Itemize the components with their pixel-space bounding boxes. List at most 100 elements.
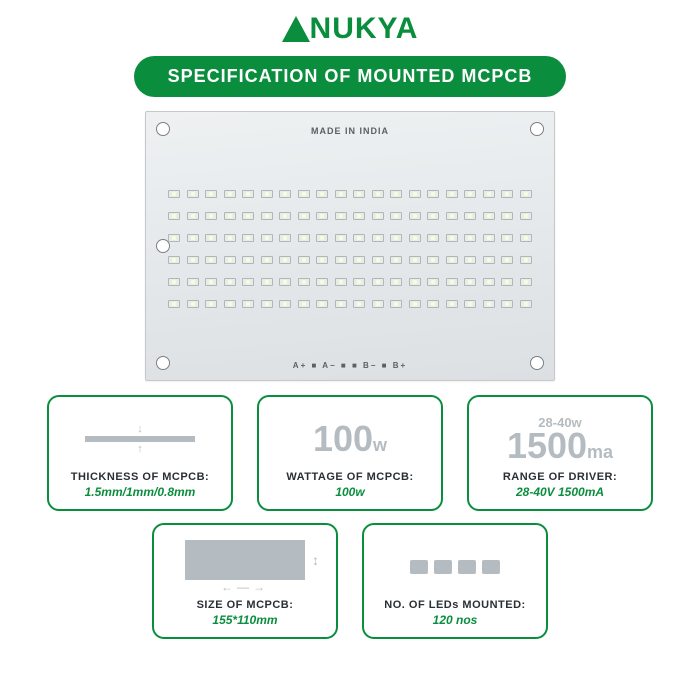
led-icon — [279, 212, 291, 220]
pcb-terminal-label: A+ ■ A− ■ ■ B− ■ B+ — [168, 361, 532, 370]
led-icon — [298, 234, 310, 242]
led-grid — [168, 186, 532, 312]
led-icon — [409, 278, 421, 286]
pcb-origin-label: MADE IN INDIA — [168, 126, 532, 136]
logo-mark-icon — [282, 16, 310, 42]
spec-led-count: NO. OF LEDs MOUNTED: 120 nos — [362, 523, 548, 639]
spec-wattage: 100w WATTAGE OF MCPCB: 100w — [257, 395, 443, 511]
led-icon — [187, 300, 199, 308]
spec-label: SIZE OF MCPCB: — [197, 599, 294, 611]
led-icon — [464, 234, 476, 242]
led-icon — [187, 278, 199, 286]
led-icon — [390, 212, 402, 220]
led-icon — [446, 212, 458, 220]
spec-grid: ↓ ↑ THICKNESS OF MCPCB: 1.5mm/1mm/0.8mm … — [20, 395, 680, 639]
mount-hole-icon — [156, 122, 170, 136]
spec-label: THICKNESS OF MCPCB: — [71, 471, 209, 483]
led-icon — [409, 212, 421, 220]
led-icon — [427, 190, 439, 198]
led-icon — [464, 256, 476, 264]
led-icon — [335, 300, 347, 308]
spec-value: 120 nos — [384, 613, 525, 627]
led-icon — [279, 256, 291, 264]
led-icon — [168, 300, 180, 308]
thickness-icon: ↓ ↑ — [85, 407, 195, 471]
led-icon — [390, 256, 402, 264]
led-icon — [335, 212, 347, 220]
led-icon — [427, 234, 439, 242]
led-row — [168, 212, 532, 220]
led-icon — [224, 300, 236, 308]
led-icon — [224, 234, 236, 242]
led-icon — [224, 256, 236, 264]
driver-icon: 28-40w 1500ma — [507, 407, 613, 471]
led-icon — [316, 278, 328, 286]
led-row — [168, 300, 532, 308]
spec-label: NO. OF LEDs MOUNTED: — [384, 599, 525, 611]
led-icon — [261, 300, 273, 308]
led-icon — [316, 212, 328, 220]
led-icon — [335, 256, 347, 264]
led-icon — [224, 278, 236, 286]
led-icon — [353, 256, 365, 264]
led-icon — [316, 256, 328, 264]
led-icon — [335, 234, 347, 242]
led-icon — [205, 212, 217, 220]
led-icon — [390, 278, 402, 286]
led-icon — [298, 278, 310, 286]
led-icon — [298, 212, 310, 220]
led-icon — [168, 190, 180, 198]
led-icon — [464, 212, 476, 220]
led-icon — [390, 190, 402, 198]
led-icon — [520, 278, 532, 286]
led-icon — [205, 278, 217, 286]
spec-label: RANGE OF DRIVER: — [503, 471, 617, 483]
led-icon — [279, 300, 291, 308]
driver-number: 1500 — [507, 425, 587, 466]
spec-driver-range: 28-40w 1500ma RANGE OF DRIVER: 28-40V 15… — [467, 395, 653, 511]
led-icon — [501, 278, 513, 286]
led-icon — [205, 234, 217, 242]
led-count-icon — [410, 535, 500, 599]
led-icon — [335, 278, 347, 286]
led-icon — [168, 234, 180, 242]
led-icon — [483, 278, 495, 286]
led-icon — [520, 234, 532, 242]
led-row — [168, 278, 532, 286]
led-icon — [446, 234, 458, 242]
led-icon — [205, 190, 217, 198]
mount-hole-icon — [156, 356, 170, 370]
led-icon — [446, 278, 458, 286]
led-icon — [242, 190, 254, 198]
led-row — [168, 234, 532, 242]
led-icon — [390, 234, 402, 242]
led-icon — [483, 234, 495, 242]
led-icon — [501, 212, 513, 220]
led-icon — [372, 300, 384, 308]
led-icon — [372, 256, 384, 264]
led-icon — [390, 300, 402, 308]
led-icon — [316, 234, 328, 242]
led-icon — [224, 212, 236, 220]
led-icon — [464, 278, 476, 286]
led-row — [168, 256, 532, 264]
wattage-unit: w — [373, 435, 387, 455]
led-icon — [261, 234, 273, 242]
led-icon — [261, 278, 273, 286]
size-icon: ←—→ — [185, 535, 305, 599]
led-icon — [483, 256, 495, 264]
led-icon — [242, 234, 254, 242]
led-icon — [464, 190, 476, 198]
led-icon — [168, 212, 180, 220]
led-icon — [187, 190, 199, 198]
led-icon — [242, 212, 254, 220]
led-icon — [298, 256, 310, 264]
led-icon — [353, 190, 365, 198]
spec-value: 100w — [286, 485, 413, 499]
led-icon — [242, 256, 254, 264]
pcb-board-image: MADE IN INDIA A+ ■ A− ■ ■ B− ■ B+ — [145, 111, 555, 381]
mount-hole-icon — [530, 122, 544, 136]
spec-value: 1.5mm/1mm/0.8mm — [71, 485, 209, 499]
driver-unit: ma — [587, 442, 613, 462]
led-icon — [372, 190, 384, 198]
